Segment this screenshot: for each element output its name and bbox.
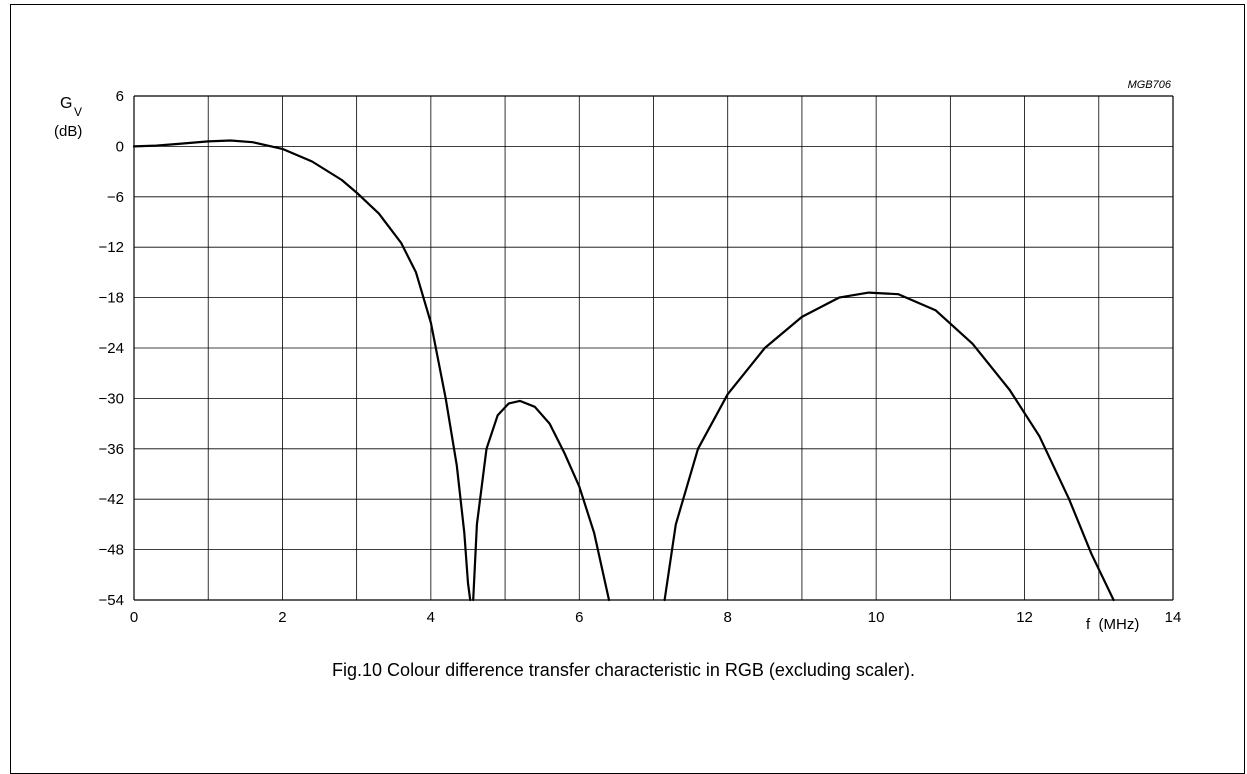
x-tick-label: 10 [868,609,885,626]
x-tick-label: 0 [130,609,138,626]
transfer-characteristic-chart: 0 2 4 6 8 10 12 1460−6−12−18−24−30−36−42−48−54 … [54,79,1182,633]
y-tick-label: 0 [116,138,124,155]
y-axis-label-subscript: V [74,105,82,119]
y-tick-label: −12 [99,239,124,256]
x-axis-label: f (MHz) [1086,616,1139,633]
x-tick-label: 14 [1165,609,1182,626]
figure-code-label: MGB706 [1128,79,1172,91]
series-line [472,399,611,602]
y-tick-label: −42 [99,491,124,508]
y-tick-label: −36 [99,441,124,458]
chart-ticks: 0 2 4 6 8 10 12 14 6 0 −6 −12 −18 −24 −30 −36 −42 −48 −54 [99,88,1182,626]
y-axis-unit: (dB) [54,123,82,140]
y-tick-label: 6 [116,88,124,105]
y-tick-label: −24 [99,340,124,357]
y-tick-label: −6 [107,189,124,206]
x-tick-label: 2 [278,609,286,626]
y-tick-label: −48 [99,542,124,559]
chart-grid [133,95,1174,601]
x-tick-label: 6 [575,609,583,626]
x-tick-label: 8 [724,609,732,626]
y-axis-label-main: G [60,95,72,112]
x-tick-label: 12 [1016,609,1033,626]
chart-series [132,139,1115,602]
y-axis-title: G V (dB) [54,95,82,140]
x-tick-label: 4 [427,609,435,626]
y-tick-label: −54 [99,592,124,609]
y-tick-label: −18 [99,290,124,307]
series-line [663,291,1115,602]
y-tick-label: −30 [99,390,124,407]
figure-caption: Fig.10 Colour difference transfer charac… [332,660,915,680]
series-line [132,139,472,602]
